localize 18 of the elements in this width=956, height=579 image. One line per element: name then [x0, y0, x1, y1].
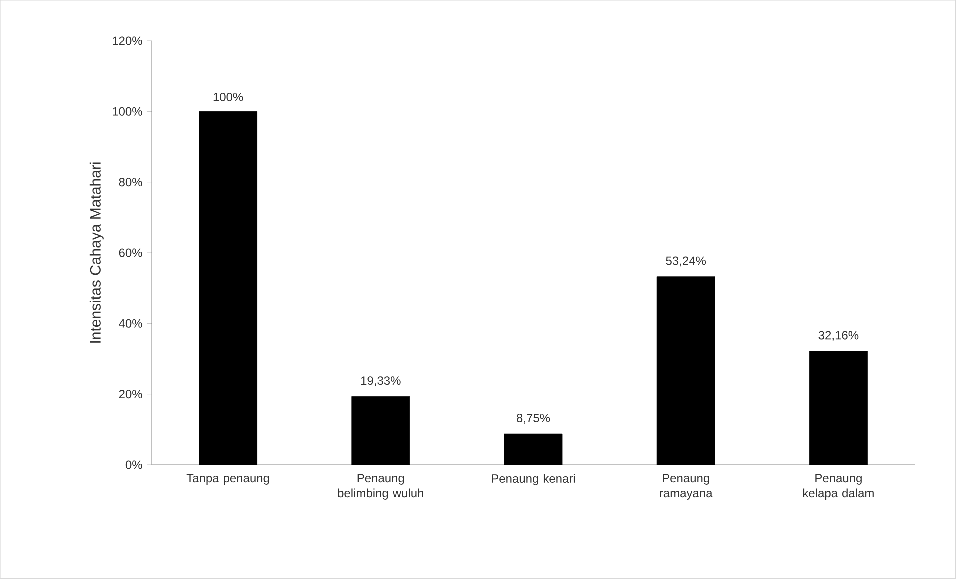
- x-tick-label: Penaung kenari: [492, 474, 576, 486]
- data-label: 100%: [214, 92, 244, 102]
- data-label: 8,75%: [517, 414, 550, 424]
- data-label: 19,33%: [361, 376, 401, 386]
- data-label: 32,16%: [818, 331, 859, 342]
- y-tick-label: 20%: [119, 390, 142, 399]
- data-label: 53,24%: [666, 256, 706, 267]
- x-tick-label: Penaung belimbing wuluh: [338, 474, 424, 500]
- y-tick-label: 40%: [119, 319, 142, 328]
- y-tick-label: 80%: [119, 178, 142, 187]
- x-tick-label: Tanpa penaung: [186, 474, 270, 485]
- y-tick-label: 100%: [113, 107, 142, 116]
- y-axis-title: Intensitas Cahaya Matahari: [90, 162, 104, 343]
- x-tick-label: Penaung ramayana: [660, 474, 713, 500]
- y-tick-label: 0%: [126, 460, 142, 470]
- x-tick-label: Penaung kelapa dalam: [803, 474, 874, 500]
- y-tick-label: 120%: [113, 36, 142, 46]
- y-tick-label: 60%: [119, 248, 142, 258]
